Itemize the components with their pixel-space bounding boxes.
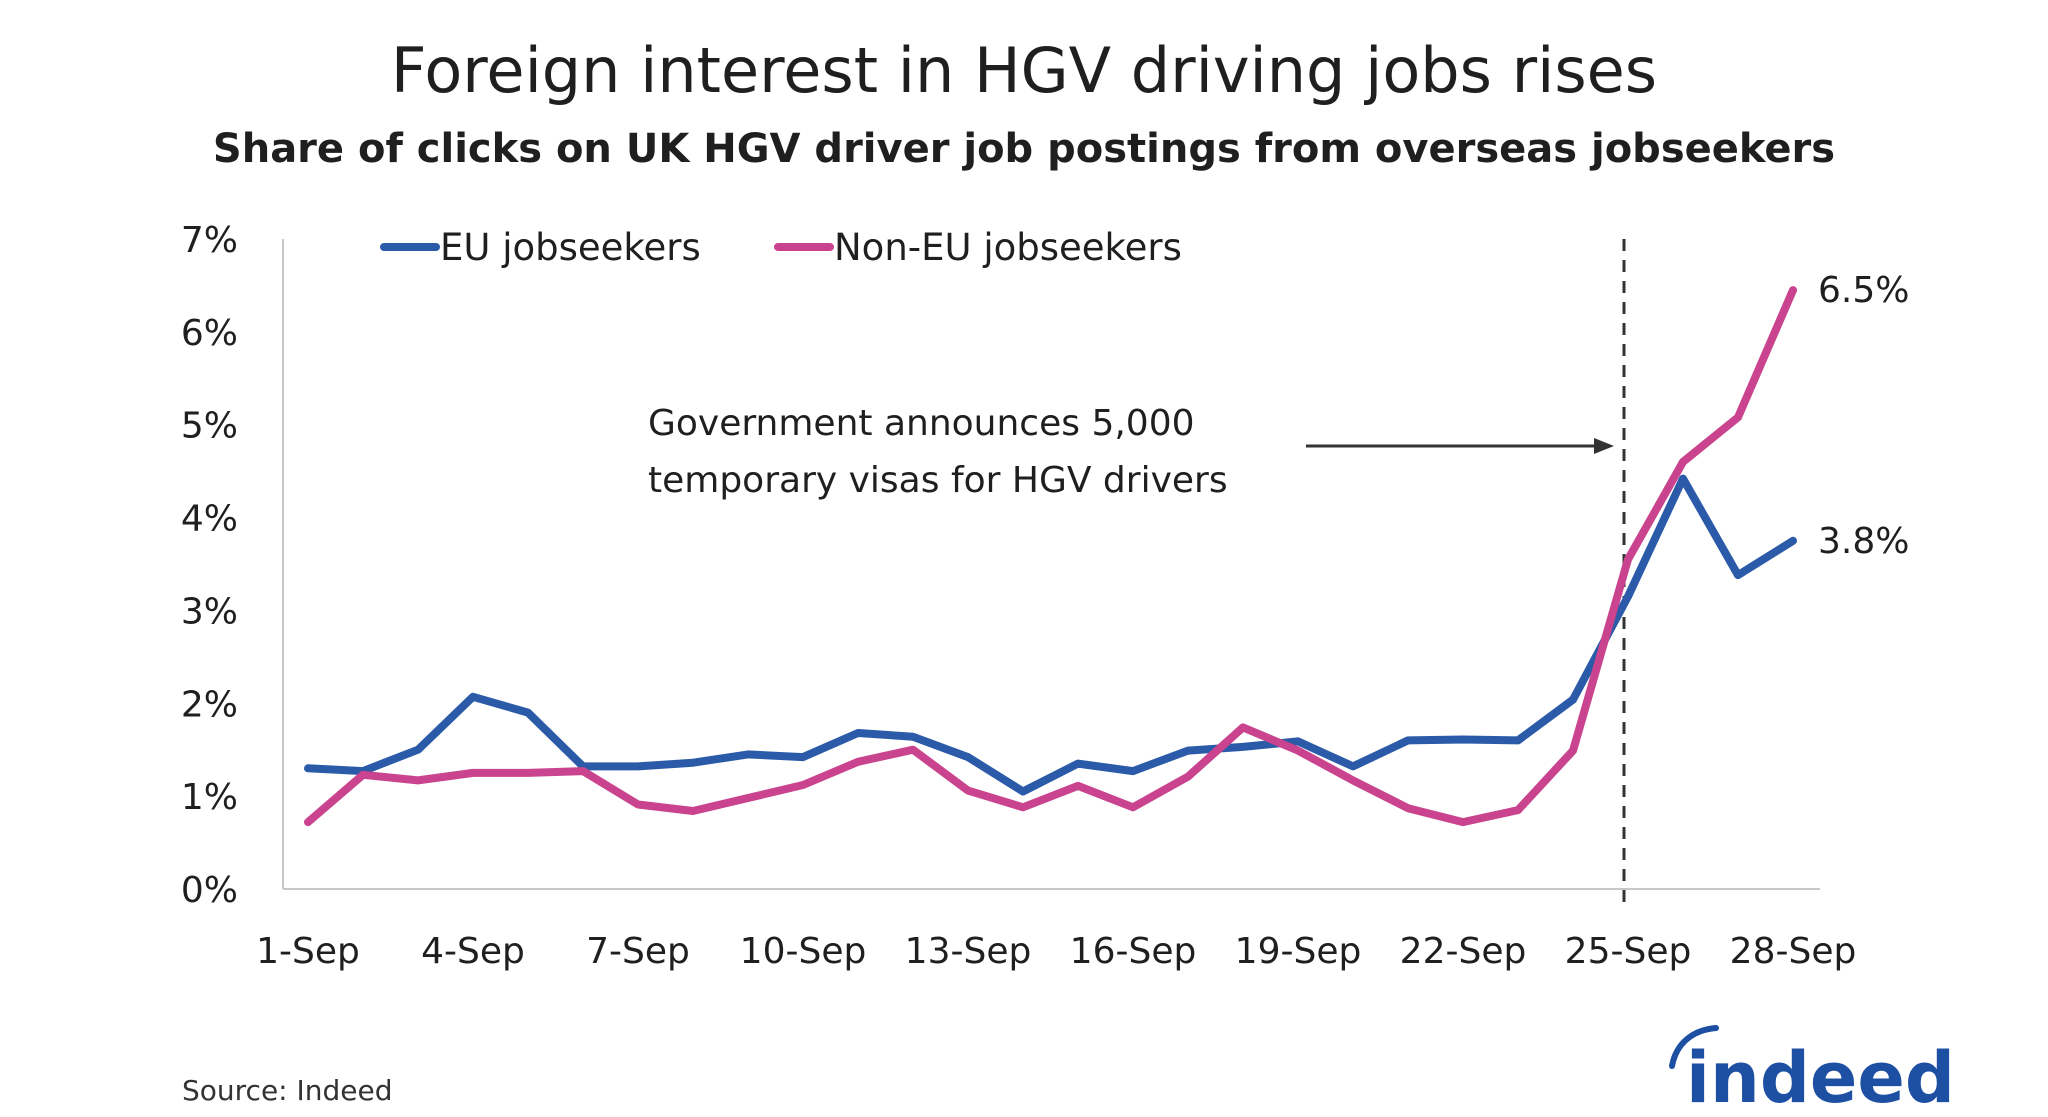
y-tick-label: 4%	[181, 499, 238, 540]
annotation-line-2: temporary visas for HGV drivers	[648, 460, 1228, 501]
source-note: Source: Indeed	[182, 1074, 393, 1107]
end-label-eu: 3.8%	[1818, 521, 1909, 562]
chart-title: Foreign interest in HGV driving jobs ris…	[391, 34, 1657, 107]
legend-label-eu: EU jobseekers	[440, 226, 701, 269]
x-tick-label: 16-Sep	[1070, 931, 1197, 972]
annotation-arrowhead	[1594, 438, 1614, 454]
x-tick-label: 22-Sep	[1400, 931, 1527, 972]
y-tick-label: 7%	[181, 220, 238, 261]
x-tick-label: 4-Sep	[421, 931, 525, 972]
logo-arc-icon	[1669, 1025, 1719, 1069]
legend-label-non-eu: Non-EU jobseekers	[834, 226, 1182, 269]
x-tick-label: 1-Sep	[256, 931, 360, 972]
y-tick-label: 3%	[181, 591, 238, 632]
indeed-logo: indeed	[1669, 1025, 1955, 1117]
y-tick-label: 5%	[181, 406, 238, 447]
y-tick-label: 0%	[181, 870, 238, 911]
annotation-line-1: Government announces 5,000	[648, 403, 1195, 444]
chart-subtitle: Share of clicks on UK HGV driver job pos…	[213, 126, 1835, 172]
x-tick-label: 25-Sep	[1565, 931, 1692, 972]
x-tick-label: 7-Sep	[586, 931, 690, 972]
series-line-non-eu	[304, 286, 1797, 827]
x-tick-label: 10-Sep	[740, 931, 867, 972]
x-tick-label: 19-Sep	[1235, 931, 1362, 972]
y-axis-ticks: 0% 1% 2% 3% 4% 5% 6% 7%	[181, 220, 238, 911]
logo-wordmark: indeed	[1686, 1037, 1955, 1117]
y-tick-label: 2%	[181, 684, 238, 725]
legend: EU jobseekers Non-EU jobseekers	[380, 226, 1182, 269]
y-tick-label: 1%	[181, 777, 238, 818]
x-tick-label: 13-Sep	[905, 931, 1032, 972]
x-axis-ticks: 1-Sep 4-Sep 7-Sep 10-Sep 13-Sep 16-Sep 19-Sep 2…	[256, 931, 1856, 972]
end-label-non-eu: 6.5%	[1818, 270, 1909, 311]
y-tick-label: 6%	[181, 313, 238, 354]
x-tick-label: 28-Sep	[1730, 931, 1857, 972]
series-line-eu	[304, 474, 1797, 796]
